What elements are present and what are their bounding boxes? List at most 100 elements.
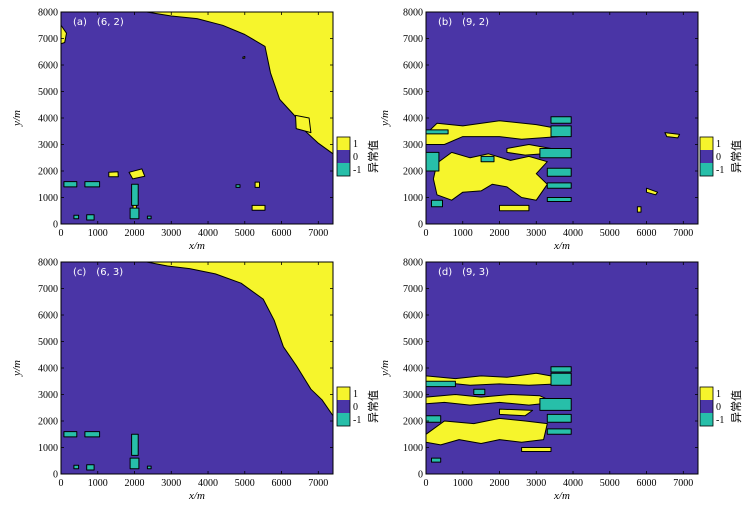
anomaly-negative-region (539, 148, 572, 159)
x-tick-label: 6000 (637, 478, 657, 489)
anomaly-negative-region (480, 155, 495, 163)
y-tick-label: 5000 (403, 87, 423, 98)
y-tick-label: 5000 (38, 87, 58, 98)
x-tick-label: 3000 (526, 478, 546, 489)
anomaly-positive-region (254, 181, 260, 188)
y-tick-label: 0 (418, 470, 423, 481)
colorbar-tick-label: 1 (716, 389, 721, 400)
y-tick-label: 1000 (403, 443, 423, 454)
y-axis-label: y/m (11, 360, 23, 377)
anomaly-negative-region (550, 372, 572, 386)
x-tick-label: 7000 (308, 478, 328, 489)
y-tick-label: 5000 (403, 337, 423, 348)
anomaly-negative-region (146, 465, 152, 470)
y-tick-label: 4000 (38, 364, 58, 375)
anomaly-negative-region (86, 214, 95, 221)
x-tick-label: 6000 (272, 228, 292, 239)
anomaly-negative-region (431, 199, 443, 208)
y-tick-label: 8000 (38, 258, 58, 269)
anomaly-negative-region (63, 431, 78, 438)
anomaly-negative-region (426, 151, 440, 172)
anomaly-positive-region (242, 56, 246, 59)
colorbar-tick-label: 0 (353, 152, 358, 163)
x-axis-label: x/m (188, 490, 205, 502)
x-tick-label: 6000 (272, 478, 292, 489)
x-tick-label: 3000 (161, 228, 181, 239)
anomaly-negative-region (129, 457, 140, 470)
y-tick-label: 7000 (403, 284, 423, 295)
y-tick-label: 3000 (38, 390, 58, 401)
heatmap-regions (426, 366, 572, 463)
y-axis-label: y/m (379, 360, 391, 377)
anomaly-negative-region (431, 457, 442, 463)
panel-label: (b) (9, 2) (438, 17, 489, 28)
colorbar-tick-label: 0 (716, 402, 721, 413)
colorbar-title: 异常值 (730, 390, 743, 423)
y-tick-label: 8000 (403, 8, 423, 19)
x-tick-label: 1000 (88, 228, 108, 239)
anomaly-negative-region (546, 428, 572, 435)
colorbar-swatch (337, 137, 350, 150)
anomaly-negative-region (550, 125, 572, 138)
anomaly-negative-region (235, 184, 241, 188)
x-tick-label: 5000 (600, 478, 620, 489)
colorbar: 1 0 -1 异常值 (699, 386, 743, 427)
x-tick-label: 2000 (125, 478, 145, 489)
colorbar-tick-label: -1 (716, 415, 724, 426)
y-tick-label: 6000 (38, 61, 58, 72)
y-tick-label: 7000 (38, 284, 58, 295)
colorbar: 1 0 -1 异常值 (336, 136, 380, 177)
x-tick-label: 4000 (563, 228, 583, 239)
anomaly-positive-region (499, 408, 534, 417)
x-tick-label: 7000 (673, 228, 693, 239)
panel-d: 0 1000 2000 3000 4000 5000 6000 7000 0 1000 2000 30… (379, 258, 743, 503)
y-tick-label: 6000 (403, 311, 423, 322)
anomaly-negative-region (546, 182, 572, 189)
anomaly-negative-region (73, 464, 80, 470)
anomaly-negative-region (86, 464, 95, 471)
anomaly-negative-region (550, 116, 572, 124)
y-tick-label: 4000 (38, 114, 58, 125)
y-tick-label: 6000 (38, 311, 58, 322)
anomaly-positive-region (295, 114, 312, 134)
colorbar-swatch (337, 413, 350, 426)
anomaly-positive-region (128, 168, 146, 180)
anomaly-positive-region (426, 417, 548, 446)
colorbar-frame (336, 386, 351, 427)
anomaly-negative-region (131, 433, 139, 456)
anomaly-positive-region (646, 187, 659, 196)
y-tick-label: 4000 (403, 114, 423, 125)
anomaly-negative-region (63, 181, 78, 188)
anomaly-positive-region (636, 206, 642, 213)
panel-label: (a) (6, 2) (73, 17, 124, 28)
panel-a: 0 1000 2000 3000 4000 5000 6000 7000 0 1000 2000 30… (11, 8, 380, 253)
y-tick-label: 1000 (403, 193, 423, 204)
x-tick-label: 1000 (88, 478, 108, 489)
colorbar-frame (336, 136, 351, 177)
anomaly-negative-region (426, 415, 442, 423)
anomaly-negative-region (539, 398, 572, 411)
x-tick-label: 7000 (673, 478, 693, 489)
colorbar-swatch (700, 137, 713, 150)
y-axis-label: y/m (379, 110, 391, 127)
anomaly-positive-region (432, 151, 548, 201)
anomaly-negative-region (84, 431, 101, 438)
colorbar-tick-label: -1 (353, 415, 361, 426)
y-tick-label: 8000 (403, 258, 423, 269)
anomaly-positive-region (61, 24, 67, 45)
x-tick-label: 5000 (235, 228, 255, 239)
colorbar-swatch (700, 413, 713, 426)
anomaly-positive-region (499, 204, 530, 212)
y-tick-label: 2000 (403, 167, 423, 178)
y-tick-label: 0 (53, 220, 58, 231)
y-tick-label: 0 (418, 220, 423, 231)
anomaly-positive-region (664, 132, 681, 139)
anomaly-negative-region (473, 388, 486, 395)
x-tick-label: 2000 (490, 228, 510, 239)
anomaly-negative-region (129, 207, 140, 220)
x-tick-label: 0 (424, 228, 429, 239)
y-tick-label: 7000 (38, 34, 58, 45)
colorbar-frame (699, 136, 714, 177)
colorbar-swatch (700, 163, 713, 176)
